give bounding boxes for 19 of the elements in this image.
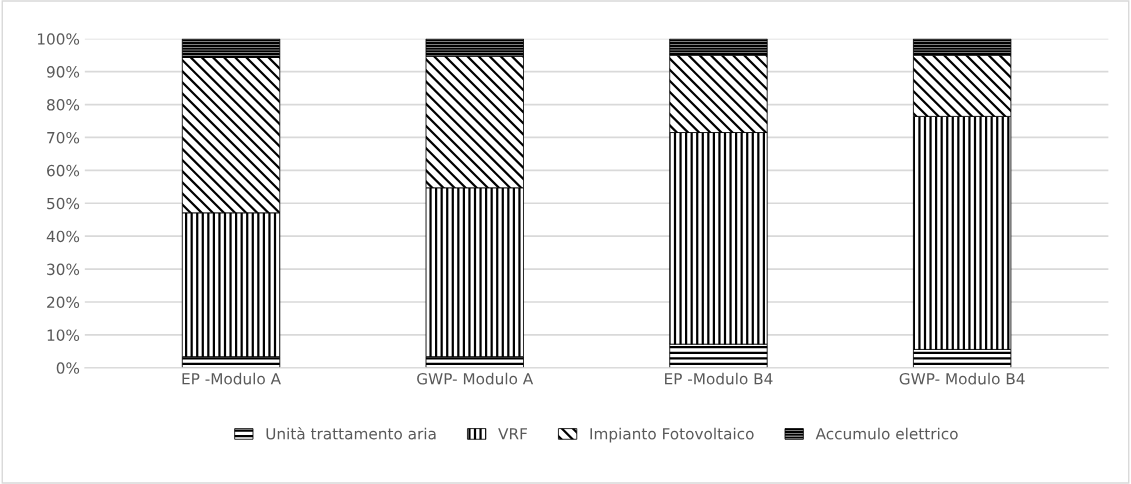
x-tick-label: GWP- Modulo A <box>417 372 534 385</box>
y-tick-label: 30% <box>47 263 80 276</box>
y-tick-label: 90% <box>46 66 80 78</box>
y-tick-label: 100% <box>37 33 80 45</box>
x-tick-label: EP -Modulo B4 <box>665 372 773 385</box>
y-tick-label: 40% <box>46 230 80 243</box>
x-tick-label: GWP- Modulo B4 <box>899 372 1025 385</box>
legend-label: Impianto Fotovoltaico <box>590 427 754 443</box>
x-tick-label: EP -Modulo A <box>182 372 281 385</box>
y-tick-label: 60% <box>47 164 80 177</box>
legend-label: Unità trattamento aria <box>266 427 436 440</box>
y-tick-label: 10% <box>47 329 80 341</box>
y-tick-label: 50% <box>47 197 80 210</box>
y-tick-label: 70% <box>47 131 80 144</box>
y-tick-label: 80% <box>47 99 80 111</box>
y-tick-label: 0% <box>56 362 80 374</box>
legend-label: VRF <box>498 428 527 440</box>
y-tick-label: 20% <box>47 296 80 309</box>
legend-label: Accumulo elettrico <box>815 427 958 440</box>
